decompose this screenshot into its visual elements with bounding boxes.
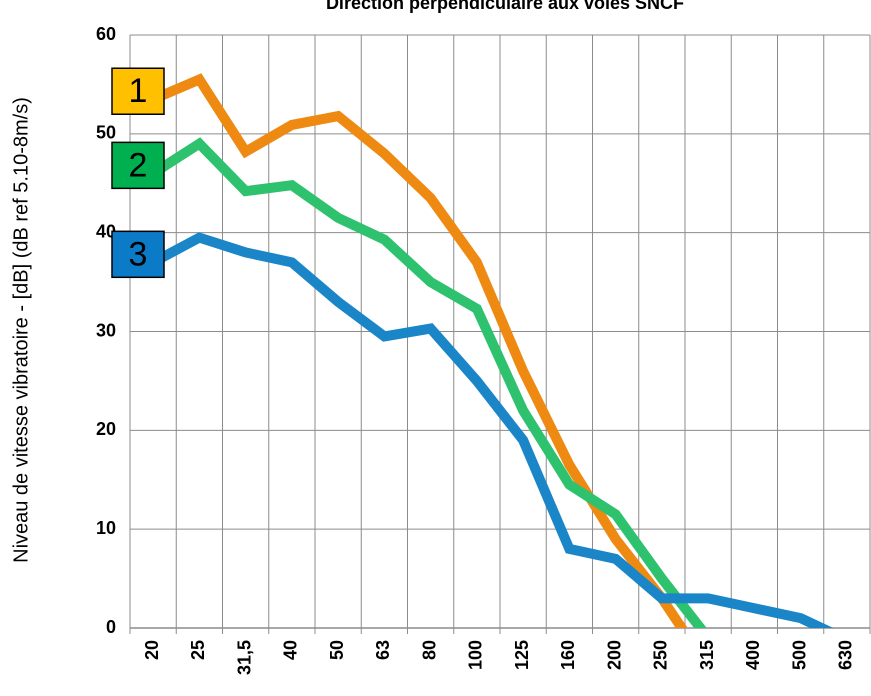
x-tick-label: 50 bbox=[327, 640, 347, 660]
x-tick-label: 250 bbox=[651, 640, 671, 670]
x-tick-label: 63 bbox=[373, 640, 393, 660]
x-tick-label: 400 bbox=[743, 640, 763, 670]
x-tick-label: 315 bbox=[697, 640, 717, 670]
series-tag-label: 1 bbox=[129, 72, 148, 110]
x-tick-label: 25 bbox=[188, 640, 208, 660]
lines bbox=[150, 73, 834, 628]
series-tag bbox=[111, 67, 165, 115]
x-tick-label: 200 bbox=[604, 640, 624, 670]
x-tick-label: 100 bbox=[466, 640, 486, 670]
y-tick-label: 20 bbox=[96, 419, 116, 439]
y-tick-label: 30 bbox=[96, 320, 116, 340]
y-tick-label: 50 bbox=[96, 123, 116, 143]
x-tick-label: 500 bbox=[789, 640, 809, 670]
series-tag-label: 3 bbox=[129, 235, 148, 273]
series-tag-label: 2 bbox=[129, 146, 148, 184]
grid: 0 10 20 30 40 50 60 20 25 31,5 40 50 63 80 100 125 160 20… bbox=[96, 24, 871, 675]
y-tick-label: 40 bbox=[96, 221, 116, 241]
x-tick-label: 630 bbox=[836, 640, 856, 670]
series-tag bbox=[111, 141, 165, 190]
tags: 1 2 3 bbox=[111, 67, 165, 279]
x-tick-label: 80 bbox=[419, 640, 439, 660]
x-tick-label: 40 bbox=[281, 640, 301, 660]
series-tag bbox=[111, 230, 165, 279]
series-line bbox=[151, 73, 688, 628]
x-tick-label: 31,5 bbox=[234, 640, 254, 675]
chart-title: Direction perpendiculaire aux voies SNCF bbox=[326, 0, 684, 13]
series-line bbox=[150, 137, 707, 628]
y-axis-label: Niveau de vitesse vibratoire - [dB] (dB … bbox=[10, 97, 32, 563]
y-tick-label: 60 bbox=[96, 24, 116, 44]
y-tick-label: 0 bbox=[106, 617, 116, 637]
x-tick-label: 160 bbox=[558, 640, 578, 670]
x-tick-label: 125 bbox=[512, 640, 532, 670]
series-line bbox=[150, 232, 834, 628]
x-tick-label: 20 bbox=[142, 640, 162, 660]
y-tick-label: 10 bbox=[96, 518, 116, 538]
